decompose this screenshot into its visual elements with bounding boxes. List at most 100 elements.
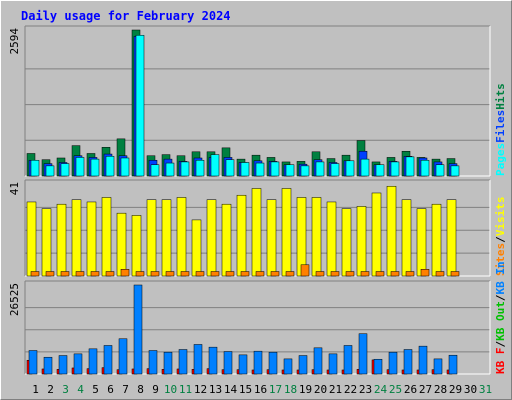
legend-sites: Sites xyxy=(494,243,507,276)
day-label: 21 xyxy=(329,383,342,396)
kbin-bar xyxy=(148,350,158,375)
visits-bar xyxy=(116,212,127,277)
y-max-hits: 2594 xyxy=(8,28,21,55)
pages-bar xyxy=(105,156,115,177)
pages-bar xyxy=(315,161,325,177)
visits-bar xyxy=(341,208,352,277)
legend-visits-sites: Sites/Visits xyxy=(494,197,507,277)
day-label: 8 xyxy=(137,383,144,396)
kbin-bar xyxy=(373,358,383,375)
kbin-bar xyxy=(43,356,53,375)
sites-bar xyxy=(330,271,340,277)
sites-bar xyxy=(90,271,100,277)
kbin-bar xyxy=(178,349,188,375)
day-label: 6 xyxy=(107,383,114,396)
pages-bar xyxy=(210,154,220,177)
kbin-bar xyxy=(103,345,113,375)
sites-bar xyxy=(30,271,40,277)
day-label: 10 xyxy=(164,383,177,396)
pages-bar xyxy=(135,35,145,177)
kbin-bar xyxy=(418,345,428,375)
day-label: 19 xyxy=(299,383,312,396)
kbin-bar xyxy=(88,348,98,375)
legend-kbf: KB F xyxy=(494,348,507,375)
sites-bar xyxy=(270,271,280,277)
legend-separator: / xyxy=(494,341,507,348)
day-label: 4 xyxy=(77,383,84,396)
pages-bar xyxy=(195,159,205,177)
day-label: 2 xyxy=(47,383,54,396)
day-label: 20 xyxy=(314,383,327,396)
pages-bar xyxy=(285,164,295,177)
visits-bar xyxy=(26,201,37,277)
kbin-bar xyxy=(58,355,68,375)
sites-bar xyxy=(450,271,460,277)
day-label: 3 xyxy=(62,383,69,396)
pages-bar xyxy=(240,162,250,177)
kbin-bar xyxy=(223,351,233,375)
visits-bar xyxy=(191,219,202,277)
kbin-bar xyxy=(118,338,128,375)
pages-bar xyxy=(270,161,280,177)
sites-bar xyxy=(375,271,385,277)
visits-bar xyxy=(416,208,427,277)
legend-separator: / xyxy=(494,236,507,243)
legend-hits: Hits xyxy=(494,83,507,110)
sites-bar xyxy=(300,264,310,277)
sites-bar xyxy=(360,271,370,277)
sites-bar xyxy=(165,271,175,277)
day-label: 12 xyxy=(194,383,207,396)
visits-bar xyxy=(71,199,82,277)
visits-bar xyxy=(356,206,367,277)
legend-pages: Pages xyxy=(494,143,507,176)
kbin-bar xyxy=(193,344,203,375)
visits-bar xyxy=(326,201,337,277)
visits-bar xyxy=(371,192,382,277)
pages-bar xyxy=(45,165,55,177)
day-label: 22 xyxy=(344,383,357,396)
sites-bar xyxy=(120,269,130,277)
sites-bar xyxy=(315,271,325,277)
pages-bar xyxy=(180,161,190,177)
visits-bar xyxy=(446,199,457,277)
day-label: 18 xyxy=(284,383,297,396)
kbin-bar xyxy=(163,351,173,375)
visits-bar xyxy=(431,203,442,277)
visits-bar xyxy=(86,201,97,277)
kbin-bar xyxy=(283,358,293,375)
visits-bar xyxy=(311,197,322,277)
kbin-bar xyxy=(328,353,338,375)
day-label: 27 xyxy=(419,383,432,396)
kbin-bar xyxy=(298,355,308,375)
kbin-bar xyxy=(403,349,413,375)
sites-bar xyxy=(210,271,220,277)
chart-title: Daily usage for February 2024 xyxy=(21,9,231,23)
kbin-bar xyxy=(388,351,398,375)
sites-bar xyxy=(150,271,160,277)
pages-bar xyxy=(450,165,460,177)
pages-bar xyxy=(405,156,415,177)
day-label: 16 xyxy=(254,383,267,396)
day-label: 13 xyxy=(209,383,222,396)
visits-bar xyxy=(281,188,292,277)
day-label: 31 xyxy=(479,383,492,396)
pages-bar xyxy=(345,160,355,177)
visits-bar xyxy=(161,199,172,277)
day-label: 14 xyxy=(224,383,238,396)
visits-bar xyxy=(401,199,412,277)
visits-bar xyxy=(251,188,262,277)
day-label: 17 xyxy=(269,383,282,396)
day-label: 15 xyxy=(239,383,252,396)
visits-bar xyxy=(236,194,247,277)
pages-bar xyxy=(150,164,160,177)
kbin-bar xyxy=(253,350,263,375)
pages-bar xyxy=(60,163,70,177)
pages-bar xyxy=(300,165,310,177)
legend-visits: Visits xyxy=(494,197,507,237)
day-label: 1 xyxy=(32,383,39,396)
legend-separator: / xyxy=(494,294,507,301)
visits-bar xyxy=(266,199,277,277)
day-label: 30 xyxy=(464,383,477,396)
visits-bar xyxy=(56,203,67,277)
kbin-bar xyxy=(268,351,278,375)
